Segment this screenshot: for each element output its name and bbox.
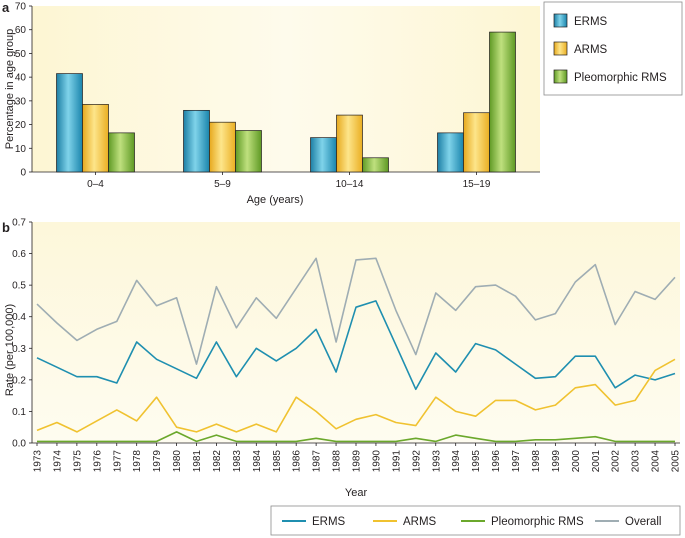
bar-arms-0-4 bbox=[82, 104, 109, 173]
panel-b-x-tick-label: 1985 bbox=[272, 450, 283, 473]
panel-b-x-tick-label: 1982 bbox=[212, 450, 223, 473]
bar-pleomorphic-rms-5-9 bbox=[235, 130, 262, 173]
panel-b-x-tick-label: 1979 bbox=[152, 450, 163, 473]
legend-label-erms: ERMS bbox=[574, 16, 608, 28]
panel-b-letter: b bbox=[2, 220, 10, 235]
panel-a-y-tick-label: 40 bbox=[15, 73, 27, 84]
panel-a-x-axis-label: Age (years) bbox=[247, 194, 304, 206]
legend-label-overall: Overall bbox=[625, 516, 661, 528]
panel-b-x-tick-label: 2004 bbox=[651, 450, 662, 473]
panel-b-y-tick-label: 0.0 bbox=[12, 439, 26, 450]
panel-b-x-tick-label: 2002 bbox=[611, 450, 622, 473]
panel-a-x-tick-label: 15–19 bbox=[463, 179, 491, 190]
panel-b-x-tick-label: 1983 bbox=[232, 450, 243, 473]
bar-arms-10-14 bbox=[336, 114, 363, 173]
line-pleomorphic-rms bbox=[37, 431, 675, 443]
panel-b-legend-items: ERMS ARMS Pleomorphic RMS Overall bbox=[282, 516, 661, 528]
panel-a-y-axis-label: Percentage in age group bbox=[4, 29, 16, 149]
legend-label-erms: ERMS bbox=[312, 516, 346, 528]
panel-b-plot: 0.0 0.1 0.2 0.3 0.4 0.5 0.6 0.7 1973 1974 1975 1976… bbox=[12, 218, 681, 473]
bar-pleomorphic-rms-0-4 bbox=[108, 132, 135, 173]
legend-label-arms: ARMS bbox=[574, 44, 608, 56]
panel-b-x-tick-label: 1978 bbox=[132, 450, 143, 473]
line-arms bbox=[36, 358, 676, 433]
panel-a-y-tick-label: 0 bbox=[20, 168, 26, 179]
legend-label-pleomorphic-rms: Pleomorphic RMS bbox=[491, 516, 584, 528]
panel-b-y-tick-label: 0.7 bbox=[12, 218, 26, 229]
panel-a-y-tick-label: 10 bbox=[15, 144, 27, 155]
bar-erms-15-19 bbox=[437, 132, 464, 173]
panel-a-legend-items: ERMS ARMS Pleomorphic RMS bbox=[553, 13, 667, 84]
legend-label-arms: ARMS bbox=[403, 516, 437, 528]
panel-b-y-tick-label: 0.1 bbox=[12, 407, 26, 418]
panel-b-x-tick-label: 1994 bbox=[451, 450, 462, 473]
panel-a-x-tick-label: 5–9 bbox=[214, 179, 231, 190]
bar-arms-15-19 bbox=[463, 112, 490, 173]
panel-b-x-tick-label: 1996 bbox=[491, 450, 502, 473]
bar-arms-5-9 bbox=[209, 121, 236, 173]
panel-b-y-tick-label: 0.5 bbox=[12, 281, 26, 292]
panel-b-x-tick-label: 1986 bbox=[292, 450, 303, 473]
panel-b-x-tick-label: 1973 bbox=[33, 450, 44, 473]
panel-a-letter: a bbox=[2, 0, 10, 15]
panel-b-x-tick-label: 1974 bbox=[52, 450, 63, 473]
bar-erms-0-4 bbox=[56, 73, 83, 173]
panel-b-x-tick-label: 1988 bbox=[332, 450, 343, 473]
panel-a-plot: 0 10 20 30 40 50 60 70 0–4 5–9 10–14 15–19 bbox=[15, 2, 540, 190]
bar-erms-5-9 bbox=[183, 109, 210, 173]
line-overall bbox=[36, 257, 676, 365]
panel-b-x-tick-label: 1998 bbox=[531, 450, 542, 473]
panel-b-x-tick-label: 1993 bbox=[431, 450, 442, 473]
panel-b-background bbox=[32, 222, 680, 443]
panel-b-x-tick-label: 1999 bbox=[551, 450, 562, 473]
panel-b-y-axis-label: Rate (per 100,000) bbox=[4, 304, 16, 396]
panel-a-x-tick-label: 10–14 bbox=[336, 179, 364, 190]
panel-b-x-tick-label: 1980 bbox=[172, 450, 183, 473]
panel-b-x-tick-label: 1997 bbox=[511, 450, 522, 473]
panel-b-x-tick-label: 2001 bbox=[591, 450, 602, 473]
panel-b-x-tick-label: 1975 bbox=[72, 450, 83, 473]
panel-a-y-tick-label: 30 bbox=[15, 96, 27, 107]
panel-b-x-tick-label: 1992 bbox=[411, 450, 422, 473]
panel-b-x-tick-label: 1995 bbox=[471, 450, 482, 473]
legend-label-pleomorphic-rms: Pleomorphic RMS bbox=[574, 72, 667, 84]
panel-b-y-tick-label: 0.2 bbox=[12, 375, 26, 386]
panel-b-x-tick-label: 2005 bbox=[671, 450, 682, 473]
panel-b-y-tick-label: 0.6 bbox=[12, 249, 26, 260]
panel-a-y-tick-label: 60 bbox=[15, 25, 27, 36]
panel-b-y-tick-label: 0.3 bbox=[12, 344, 26, 355]
legend-swatch-pleomorphic-rms bbox=[553, 69, 568, 84]
bar-pleomorphic-rms-10-14 bbox=[362, 157, 389, 173]
panel-b-x-tick-label: 2003 bbox=[631, 450, 642, 473]
line-erms bbox=[36, 300, 676, 391]
panel-b-x-tick-label: 1989 bbox=[352, 450, 363, 473]
legend-swatch-erms bbox=[553, 13, 568, 28]
panel-b-x-axis-label: Year bbox=[345, 487, 368, 499]
panel-a-y-tick-label: 70 bbox=[15, 2, 27, 13]
panel-b-x-tick-label: 1991 bbox=[391, 450, 402, 473]
panel-b-x-tick-label: 2000 bbox=[571, 450, 582, 473]
panel-b-x-tick-label: 1987 bbox=[312, 450, 323, 473]
panel-a-y-tick-label: 50 bbox=[15, 49, 27, 60]
bar-pleomorphic-rms-15-19 bbox=[489, 31, 516, 173]
panel-b-x-tick-label: 1990 bbox=[371, 450, 382, 473]
panel-b-x-tick-label: 1981 bbox=[192, 450, 203, 473]
panel-b-y-tick-label: 0.4 bbox=[12, 312, 26, 323]
panel-b-x-tick-label: 1984 bbox=[252, 450, 263, 473]
panel-a-x-tick-label: 0–4 bbox=[87, 179, 104, 190]
legend-swatch-arms bbox=[553, 41, 568, 56]
bar-erms-10-14 bbox=[310, 137, 337, 173]
panel-a-y-tick-label: 20 bbox=[15, 120, 27, 131]
panel-b-x-tick-label: 1976 bbox=[92, 450, 103, 473]
panel-b-x-tick-label: 1977 bbox=[112, 450, 123, 473]
